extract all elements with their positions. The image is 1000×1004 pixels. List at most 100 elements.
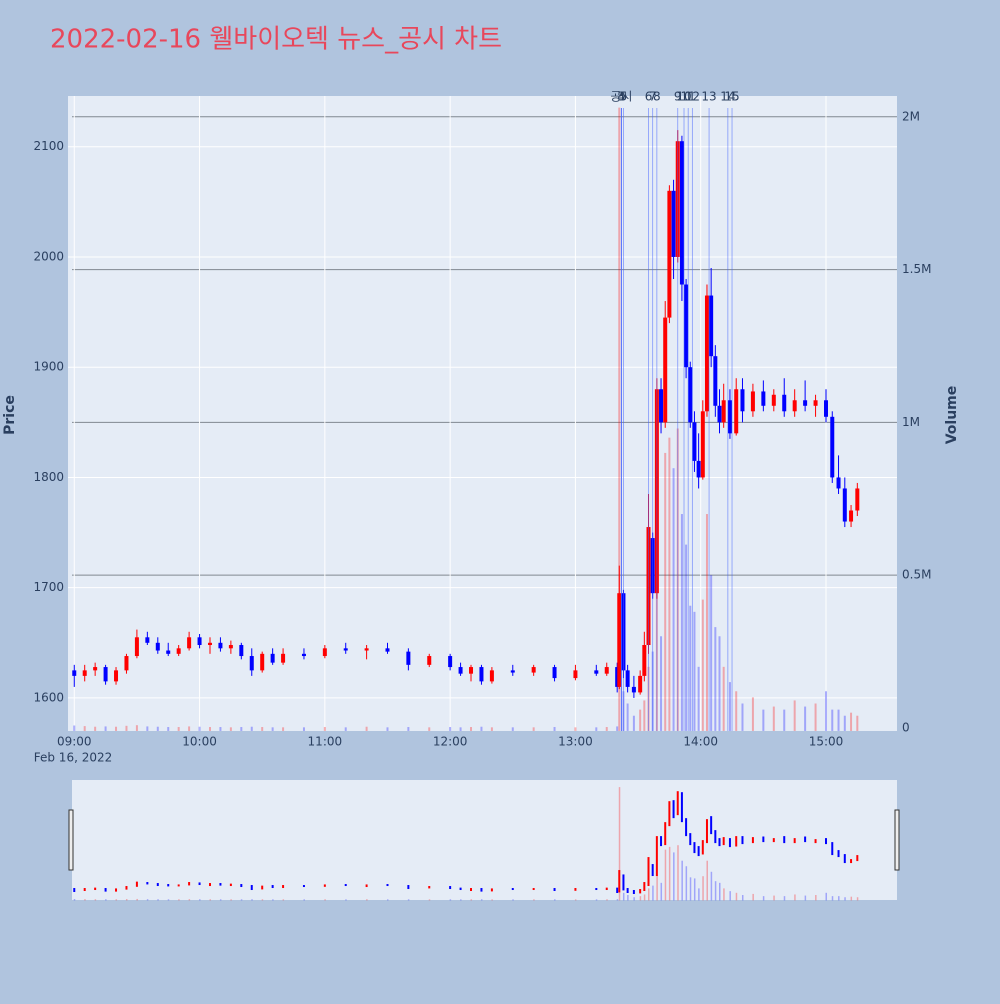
mini-volume-bar (282, 899, 285, 901)
volume-bar (261, 727, 264, 731)
candle-body (594, 670, 599, 674)
candle-body (855, 488, 860, 511)
x-tick-label: 11:00 (308, 735, 343, 749)
volume-bar (229, 727, 232, 731)
candle-body (734, 389, 739, 434)
volume-bar (240, 727, 243, 731)
mini-volume-bar (762, 896, 765, 901)
candle-body (849, 510, 854, 522)
candle-body (684, 284, 689, 368)
volume-bar (804, 706, 807, 731)
candle-body (813, 400, 818, 406)
mini-volume-bar (240, 899, 243, 901)
y2-axis-title: Volume (944, 386, 960, 445)
candle-body (717, 405, 722, 423)
annotation-label: 13 (701, 90, 716, 104)
mini-volume-bar (167, 899, 170, 901)
mini-volume-bar (723, 888, 725, 901)
candle-body (692, 422, 697, 461)
volume-bar (104, 726, 107, 731)
candle-body (281, 653, 286, 663)
x-tick-label: 13:00 (558, 735, 593, 749)
mini-volume-bar (815, 895, 817, 901)
volume-bar (639, 709, 642, 731)
plot-area (68, 96, 897, 731)
candle-body (671, 190, 676, 257)
candle-body (260, 653, 265, 671)
mini-volume-bar (554, 899, 556, 901)
mini-volume-bar (157, 899, 159, 901)
candle-body (82, 670, 87, 676)
range-slider[interactable] (72, 780, 897, 900)
volume-bar (843, 715, 846, 731)
volume-bar (125, 725, 128, 731)
mini-volume-bar (219, 899, 222, 901)
mini-volume-bar (480, 899, 483, 901)
mini-volume-bar (272, 899, 274, 901)
candle-body (696, 460, 701, 478)
mini-volume-bar (633, 897, 635, 901)
volume-bar (511, 727, 514, 731)
mini-volume-bar (735, 892, 738, 901)
candle-body (761, 391, 766, 406)
volume-bar (693, 611, 696, 731)
candle-body (638, 675, 643, 693)
volume-bar (710, 575, 713, 731)
candle-body (72, 670, 77, 676)
volume-bar (689, 605, 692, 731)
annotation-label: 10 (676, 90, 691, 104)
candle-body (249, 656, 254, 671)
volume-bar (741, 703, 744, 731)
volume-bar (135, 725, 138, 731)
annotation-label: 8 (653, 90, 661, 104)
volume-bar (735, 691, 738, 731)
range-handle[interactable] (68, 809, 74, 871)
volume-bar (618, 107, 621, 731)
candle-body (207, 642, 212, 646)
volume-bar (188, 726, 191, 731)
volume-bar (718, 636, 721, 731)
volume-bar (772, 706, 775, 731)
mini-volume-bar (656, 874, 658, 901)
mini-volume-bar (84, 899, 86, 901)
volume-bar (323, 727, 326, 731)
volume-bar (705, 514, 708, 731)
annotation-label: 12 (685, 90, 700, 104)
mini-volume-bar (407, 899, 410, 901)
mini-volume-bar (664, 849, 667, 901)
volume-bar (664, 452, 667, 731)
annotation-label: 11 (681, 90, 696, 104)
candle-body (727, 400, 732, 434)
candle-body (667, 190, 672, 318)
candle-body (836, 477, 841, 489)
mini-volume-bar (574, 899, 577, 901)
mini-volume-bar (673, 852, 675, 901)
volume-bar (386, 727, 389, 731)
candle-body (604, 667, 609, 674)
mini-volume-bar (741, 895, 744, 901)
candle-body (531, 667, 536, 673)
candle-body (713, 356, 718, 406)
candle-body (750, 391, 755, 412)
volume-bar (282, 727, 285, 731)
volume-bar (783, 709, 786, 731)
candle-body (824, 400, 829, 417)
mini-volume-bar (616, 899, 619, 901)
mini-volume-bar (366, 899, 368, 901)
mini-volume-bar (752, 893, 754, 901)
volume-bar (856, 715, 859, 731)
candle-body (301, 653, 306, 657)
volume-bar (660, 636, 663, 731)
candle-body (704, 295, 709, 412)
candle-body (427, 656, 432, 665)
volume-bar (480, 726, 483, 731)
volume-bar (219, 727, 222, 731)
volume-bar (850, 712, 853, 731)
mini-volume-bar (639, 896, 642, 901)
x-tick-label: 09:00 (57, 735, 92, 749)
range-handle[interactable] (894, 809, 900, 871)
volume-bar (701, 599, 704, 731)
volume-bar (553, 727, 556, 731)
mini-volume-bar (105, 899, 107, 901)
mini-volume-bar (188, 899, 191, 901)
